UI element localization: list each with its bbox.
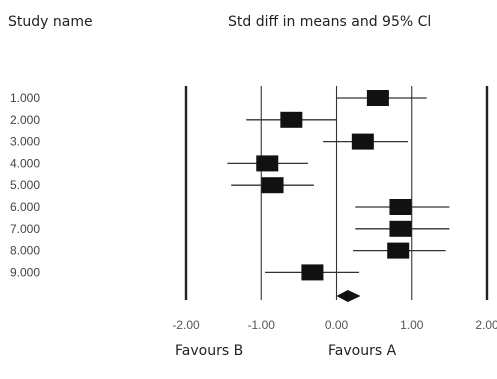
study-label: 4.000 [10, 156, 40, 170]
plot-frame [184, 86, 489, 300]
study-label: 5.000 [10, 178, 40, 192]
favours-b-label: Favours B [175, 343, 244, 359]
study-row: 3.000 [10, 133, 408, 150]
study-label: 8.000 [10, 244, 40, 258]
study-row: 7.000 [10, 220, 450, 237]
effect-marker [389, 199, 412, 215]
study-row: 6.000 [10, 199, 450, 215]
study-row: 2.000 [10, 111, 337, 128]
study-label: 2.000 [10, 113, 40, 127]
study-label: 9.000 [10, 265, 40, 279]
study-label: 7.000 [10, 222, 40, 236]
x-tick-label: 1.00 [400, 318, 424, 332]
x-axis-ticks: -2.00 -1.00 0.00 1.00 2.00 [172, 318, 497, 332]
study-row: 5.000 [10, 177, 314, 194]
study-row: 8.000 [10, 242, 446, 259]
effect-marker [256, 155, 279, 172]
study-row: 1.000 [10, 90, 427, 106]
effect-marker [280, 111, 303, 128]
effect-marker [351, 133, 374, 150]
x-tick-label: -1.00 [248, 318, 276, 332]
favours-a-label: Favours A [328, 343, 397, 359]
effect-marker [387, 242, 410, 259]
study-label: 6.000 [10, 200, 40, 214]
effect-marker [261, 177, 284, 194]
effect-marker [389, 220, 412, 237]
x-tick-label: 2.00 [475, 318, 497, 332]
x-tick-label: 0.00 [325, 318, 349, 332]
study-row: 4.000 [10, 155, 308, 172]
summary-diamond [336, 290, 361, 302]
effect-marker [366, 90, 389, 106]
summary-effect [336, 290, 361, 302]
study-rows: 1.000 2.000 3.000 4.000 5.000 6.000 7.000 8.000… [10, 90, 450, 281]
study-row: 9.000 [10, 264, 360, 281]
reference-lines [260, 86, 413, 300]
effect-size-header: Std diff in means and 95% Cl [228, 14, 432, 30]
study-label: 1.000 [10, 91, 40, 105]
effect-marker [301, 264, 324, 281]
x-tick-label: -2.00 [172, 318, 200, 332]
study-label: 3.000 [10, 135, 40, 149]
study-name-header: Study name [8, 14, 93, 30]
